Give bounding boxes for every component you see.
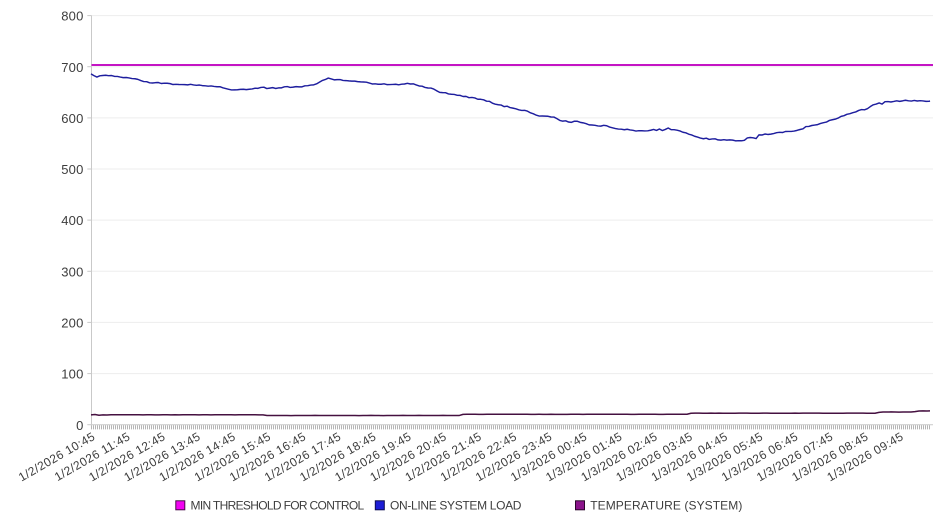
svg-text:100: 100 — [61, 367, 83, 382]
svg-text:200: 200 — [61, 316, 83, 331]
svg-text:700: 700 — [61, 60, 83, 75]
svg-text:MIN THRESHOLD FOR CONTROL: MIN THRESHOLD FOR CONTROL — [191, 499, 365, 513]
svg-text:0: 0 — [76, 418, 83, 433]
svg-text:800: 800 — [61, 9, 83, 24]
svg-text:600: 600 — [61, 111, 83, 126]
svg-text:500: 500 — [61, 162, 83, 177]
svg-text:400: 400 — [61, 213, 83, 228]
svg-text:300: 300 — [61, 264, 83, 279]
svg-text:TEMPERATURE (SYSTEM): TEMPERATURE (SYSTEM) — [590, 499, 742, 513]
svg-text:ON-LINE SYSTEM LOAD: ON-LINE SYSTEM LOAD — [390, 499, 522, 513]
